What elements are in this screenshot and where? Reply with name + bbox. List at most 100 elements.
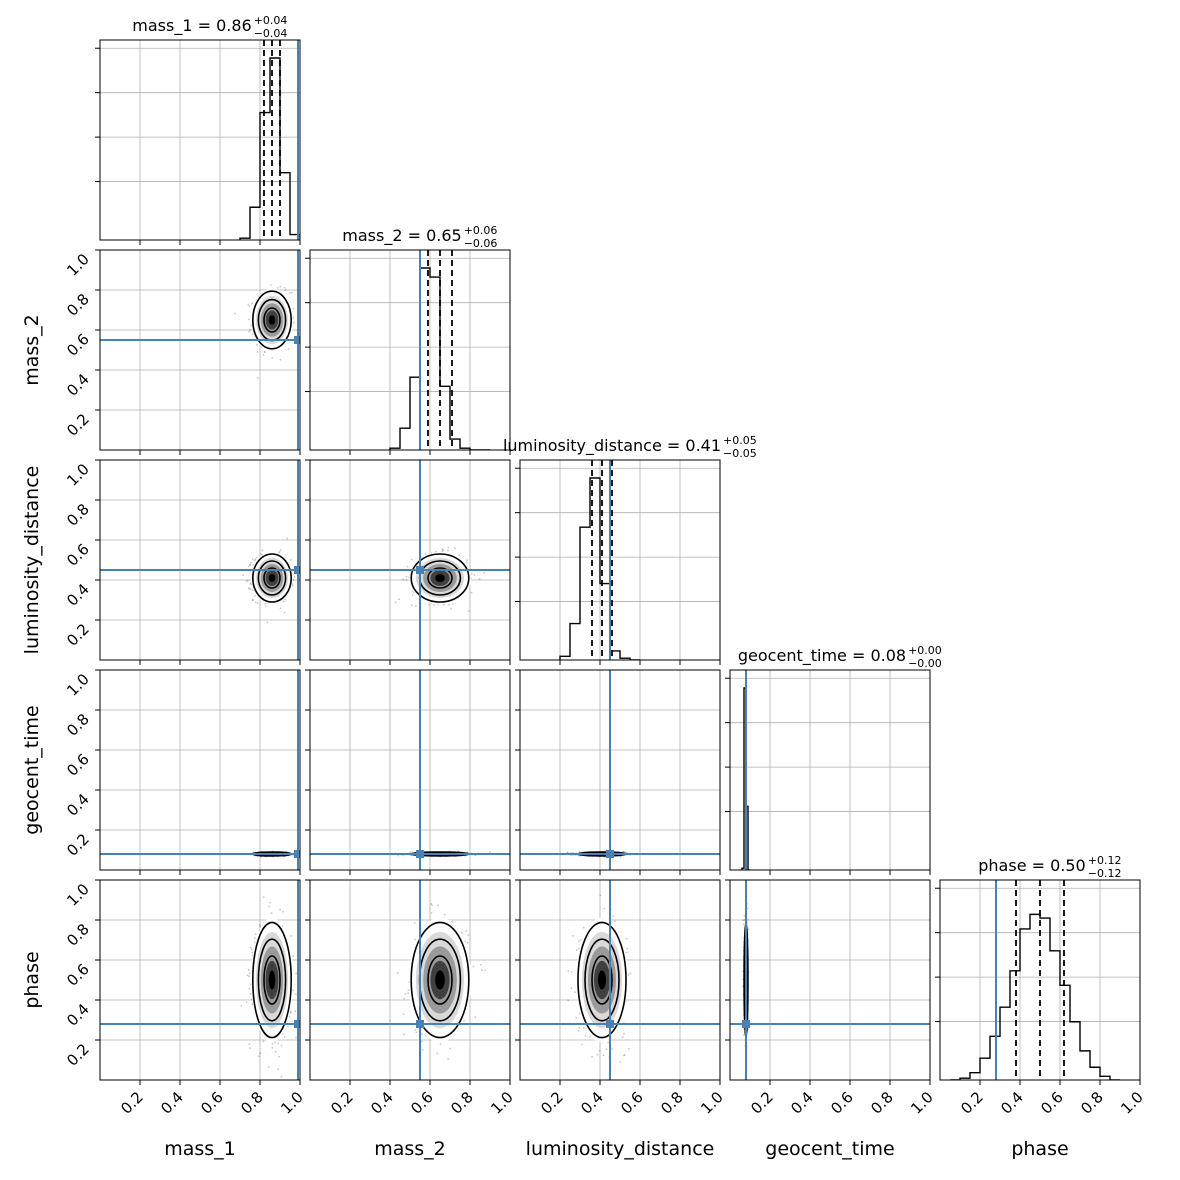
density-level-4 xyxy=(268,970,276,990)
scatter-point xyxy=(295,1036,297,1039)
scatter-point xyxy=(479,963,482,966)
panel-mass_2-geocent_time xyxy=(305,669,511,875)
scatter-point xyxy=(605,1048,608,1051)
contour-0 xyxy=(410,553,470,603)
scatter-point xyxy=(623,1054,625,1057)
scatter-point xyxy=(578,850,581,853)
panel-content xyxy=(520,880,720,1080)
scatter-point xyxy=(619,1060,622,1063)
contour-0 xyxy=(252,553,293,603)
scatter-point xyxy=(430,903,433,905)
scatter-point xyxy=(625,937,628,940)
scatter-point xyxy=(396,972,399,974)
scatter-point xyxy=(411,594,414,596)
scatter-point xyxy=(278,1055,281,1058)
scatter-point xyxy=(251,598,254,601)
scatter-point xyxy=(256,376,259,379)
scatter-point xyxy=(248,987,251,990)
scatter-point xyxy=(402,854,404,857)
panel-content xyxy=(310,670,510,870)
scatter-point xyxy=(250,561,252,564)
scatter-point xyxy=(249,564,252,566)
panel-title-minus-geocent_time: −0.00 xyxy=(908,657,942,670)
panel-frame xyxy=(729,669,931,871)
scatter-point xyxy=(624,1053,626,1056)
scatter-point xyxy=(264,605,267,608)
scatter-point xyxy=(251,558,254,560)
scatter-point xyxy=(258,924,261,926)
scatter-point xyxy=(571,934,574,937)
scatter-point xyxy=(260,553,263,556)
scatter-point xyxy=(271,357,273,359)
scatter-point xyxy=(268,905,271,908)
scatter-point xyxy=(612,915,615,918)
scatter-point xyxy=(405,576,408,578)
scatter-point xyxy=(291,584,294,587)
contour-2 xyxy=(263,955,281,1005)
scatter-point xyxy=(404,993,407,995)
scatter-point xyxy=(249,992,252,995)
scatter-point xyxy=(248,305,251,307)
scatter-point xyxy=(249,328,252,331)
contour-2 xyxy=(427,955,453,1005)
truth-marker xyxy=(606,850,614,858)
histogram-luminosity_distance xyxy=(559,477,640,660)
scatter-point xyxy=(573,991,576,993)
scatter-point xyxy=(478,578,481,580)
scatter-point xyxy=(611,1048,614,1050)
scatter-point xyxy=(271,1043,274,1045)
scatter-point xyxy=(484,969,486,972)
scatter-point xyxy=(420,1040,423,1043)
contour-0 xyxy=(410,921,470,1039)
scatter-point xyxy=(421,1049,424,1051)
scatter-point xyxy=(282,600,285,603)
panel-geocent_time-geocent_time: geocent_time = 0.08 +0.00−0.00 xyxy=(725,644,942,875)
scatter-point xyxy=(289,1010,292,1013)
scatter-point xyxy=(256,351,259,353)
scatter-point xyxy=(435,550,438,553)
truth-marker xyxy=(416,850,424,858)
panel-title-minus-mass_2: −0.06 xyxy=(464,237,498,250)
x-axis-label-mass_2: mass_2 xyxy=(374,1138,446,1160)
scatter-point xyxy=(248,1043,251,1046)
scatter-point xyxy=(277,1068,280,1071)
panel-frame xyxy=(99,459,301,661)
scatter-point xyxy=(261,549,264,552)
scatter-point xyxy=(292,955,294,958)
scatter-point xyxy=(263,351,266,354)
density-level-4 xyxy=(435,574,445,582)
scatter-point xyxy=(465,930,468,932)
scatter-point xyxy=(292,989,295,992)
scatter-point xyxy=(254,937,256,940)
panel-frame xyxy=(519,669,721,871)
scatter-point xyxy=(454,547,456,550)
scatter-point xyxy=(279,358,282,361)
scatter-point xyxy=(402,578,405,581)
scatter-point xyxy=(607,1041,610,1044)
scatter-point xyxy=(266,621,269,624)
scatter-point xyxy=(290,291,293,294)
panel-content xyxy=(100,460,300,660)
scatter-point xyxy=(413,922,416,924)
scatter-point xyxy=(294,1010,297,1013)
y-axis-label-geocent_time: geocent_time xyxy=(21,705,43,834)
panel-title-minus-mass_1: −0.04 xyxy=(254,27,288,40)
scatter-point xyxy=(250,583,253,586)
panel-frame xyxy=(519,459,721,661)
panel-title-minus-luminosity_distance: −0.05 xyxy=(723,447,757,460)
density-level-4 xyxy=(435,970,445,990)
scatter-point xyxy=(466,941,469,944)
scatter-point xyxy=(414,938,417,941)
contour-2 xyxy=(427,567,453,589)
scatter-point xyxy=(570,987,573,990)
scatter-point xyxy=(623,851,625,853)
scatter-point xyxy=(402,1013,405,1016)
scatter-point xyxy=(267,1066,270,1068)
scatter-point xyxy=(415,605,417,607)
scatter-point xyxy=(410,604,413,607)
panel-content xyxy=(239,40,300,240)
scatter-point xyxy=(447,546,450,549)
panel-content xyxy=(310,880,510,1080)
scatter-point xyxy=(292,307,295,310)
